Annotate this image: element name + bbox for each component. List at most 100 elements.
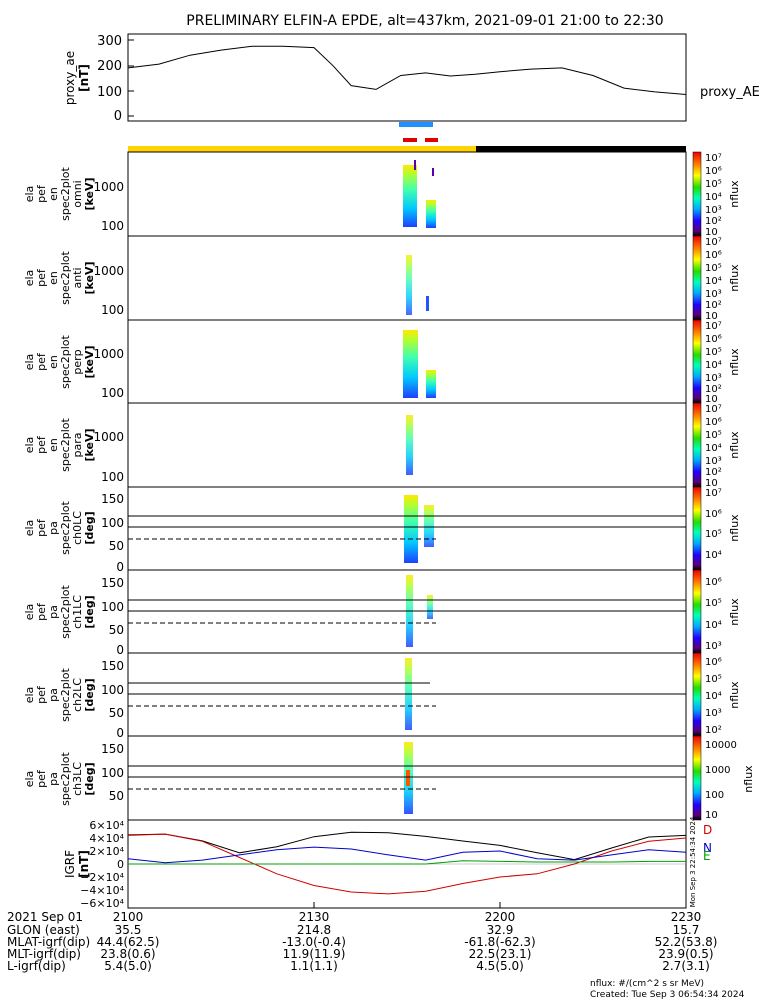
panel-ylabel: pef [35, 518, 48, 537]
panel-ylabel: ela [23, 354, 36, 371]
flux-blob [426, 200, 436, 228]
proxy-ae-ylabel-2: [nT] [77, 64, 91, 92]
panel-ylabel: pef [35, 769, 48, 788]
colorbar-label: nflux [728, 514, 741, 542]
spectrogram-panel-omni: 1000 100 ela pef en spec2plot omni [keV]… [23, 151, 741, 238]
blue-event-bar [399, 122, 433, 127]
colorbar-tick: 10⁴ [705, 192, 722, 203]
panel-ylabel: ch2LC [71, 678, 84, 712]
igrf-ytick: 0 [117, 858, 124, 871]
colorbar-tick: 10⁶ [705, 657, 722, 668]
ephemeris-value: 2200 [485, 910, 516, 924]
igrf-ytick: −6×10⁴ [80, 897, 124, 910]
pitch-panel-ch2: 150 100 50 0 ela pef pa spec2plot ch2LC … [23, 652, 741, 740]
ephemeris-value: 2.7(3.1) [662, 959, 710, 973]
flux-blob [406, 255, 412, 315]
energy-ytick: 1000 [93, 180, 124, 194]
ephemeris-label: MLAT-igrf(dip) [7, 935, 90, 949]
proxy-ae-ytick: 200 [97, 59, 122, 74]
x-tick-marks [127, 902, 687, 908]
panel-ylabel: pa [47, 521, 60, 535]
units-note: nflux: #/(cm^2 s sr MeV) [590, 979, 704, 989]
proxy-ae-ylabel-1: proxy_ae [63, 51, 77, 105]
energy-ytick: 1000 [93, 347, 124, 361]
ephemeris-value: 214.8 [297, 923, 331, 937]
pitch-angle-panels: 150 100 50 0 ela pef pa spec2plot ch0LC … [23, 486, 755, 821]
panel-ylabel: pa [47, 605, 60, 619]
yellow-status-bar [128, 146, 476, 152]
pitch-ytick: 0 [116, 643, 124, 657]
ephemeris-value: 15.7 [673, 923, 700, 937]
colorbar-tick: 10⁴ [705, 360, 722, 371]
energy-ytick: 1000 [93, 430, 124, 444]
proxy-ae-side-label: proxy_AE [700, 85, 760, 100]
colorbar-tick: 10⁶ [705, 166, 722, 177]
colorbar [692, 402, 702, 488]
panel-ylabel: ch3LC [71, 762, 84, 796]
colorbar-tick: 10⁷ [705, 153, 722, 164]
pitch-panel-ch0: 150 100 50 0 ela pef pa spec2plot ch0LC … [23, 486, 741, 574]
colorbar-tick: 10⁷ [705, 321, 722, 332]
igrf-legend-E: E [703, 849, 711, 863]
igrf-ytick: 2×10⁴ [89, 845, 124, 858]
panel-ylabel: pa [47, 688, 60, 702]
panel-ylabel: spec2plot [59, 251, 72, 305]
colorbar-tick: 10⁵ [705, 529, 722, 540]
ephemeris-value: 1.1(1.1) [290, 959, 338, 973]
panel-ylabel: anti [71, 267, 84, 288]
colorbar [692, 486, 702, 571]
pitch-ytick: 150 [101, 659, 124, 673]
energy-spectrogram-panels: 1000 100 ela pef en spec2plot omni [keV]… [23, 151, 741, 489]
spectrogram-panel-perp: 1000 100 ela pef en spec2plot perp [keV]… [23, 319, 741, 405]
proxy-ae-series-line [127, 45, 687, 95]
proxy-ae-yticks-marks [128, 39, 134, 117]
colorbar-label: nflux [728, 348, 741, 376]
colorbar-tick: 10⁶ [705, 417, 722, 428]
panel-ylabel: [deg] [83, 511, 96, 544]
colorbar-tick: 10⁵ [705, 674, 722, 685]
colorbar-tick: 100 [705, 790, 724, 801]
panel-ylabel: pef [35, 685, 48, 704]
igrf-ytick: 4×10⁴ [89, 832, 124, 845]
colorbar-tick: 10³ [705, 289, 722, 300]
colorbar-label: nflux [742, 765, 755, 793]
panel-ylabel: ela [23, 687, 36, 704]
colorbar-tick: 10⁴ [705, 550, 722, 561]
ephemeris-value: 32.9 [487, 923, 514, 937]
colorbar-tick: 10² [705, 725, 722, 736]
pitch-ytick: 50 [109, 623, 124, 637]
colorbar-tick: 10000 [705, 740, 737, 751]
panel-ylabel: ela [23, 771, 36, 788]
igrf-ytick: 6×10⁴ [89, 819, 124, 832]
panel-ylabel: [deg] [83, 762, 96, 795]
pitch-panel-ch3: 150 100 50 ela pef pa spec2plot ch3LC [d… [23, 735, 755, 821]
panel-ylabel: spec2plot [59, 585, 72, 639]
pitch-ytick: 100 [101, 683, 124, 697]
ephemeris-value: 4.5(5.0) [476, 959, 524, 973]
pitch-ytick: 0 [116, 560, 124, 574]
colorbar-tick: 1000 [705, 765, 730, 776]
panel-ylabel: [deg] [83, 595, 96, 628]
colorbar-tick: 10⁵ [705, 179, 722, 190]
colorbar-tick: 10 [705, 227, 718, 238]
flux-spike [414, 160, 416, 170]
proxy-ae-ytick: 0 [114, 109, 122, 124]
energy-ytick: 100 [101, 219, 124, 233]
colorbar-label: nflux [728, 681, 741, 709]
ephemeris-value: -13.0(-0.4) [282, 935, 346, 949]
ephemeris-value: 2230 [671, 910, 702, 924]
flux-blob [426, 370, 436, 398]
igrf-ytick: −2×10⁴ [80, 871, 124, 884]
flux-spike [426, 296, 429, 311]
colorbar-tick: 10² [705, 216, 722, 227]
ephemeris-value: 2100 [113, 910, 144, 924]
ephemeris-value: -61.8(-62.3) [464, 935, 535, 949]
energy-ytick: 1000 [93, 264, 124, 278]
igrf-legend-D: D [703, 823, 712, 837]
colorbar-tick: 10⁵ [705, 598, 722, 609]
energy-ytick: 100 [101, 470, 124, 484]
panel-ylabel: pef [35, 435, 48, 454]
energy-ytick: 100 [101, 386, 124, 400]
panel-ylabel: [keV] [83, 177, 96, 210]
proxy-ae-ytick: 300 [97, 34, 122, 49]
